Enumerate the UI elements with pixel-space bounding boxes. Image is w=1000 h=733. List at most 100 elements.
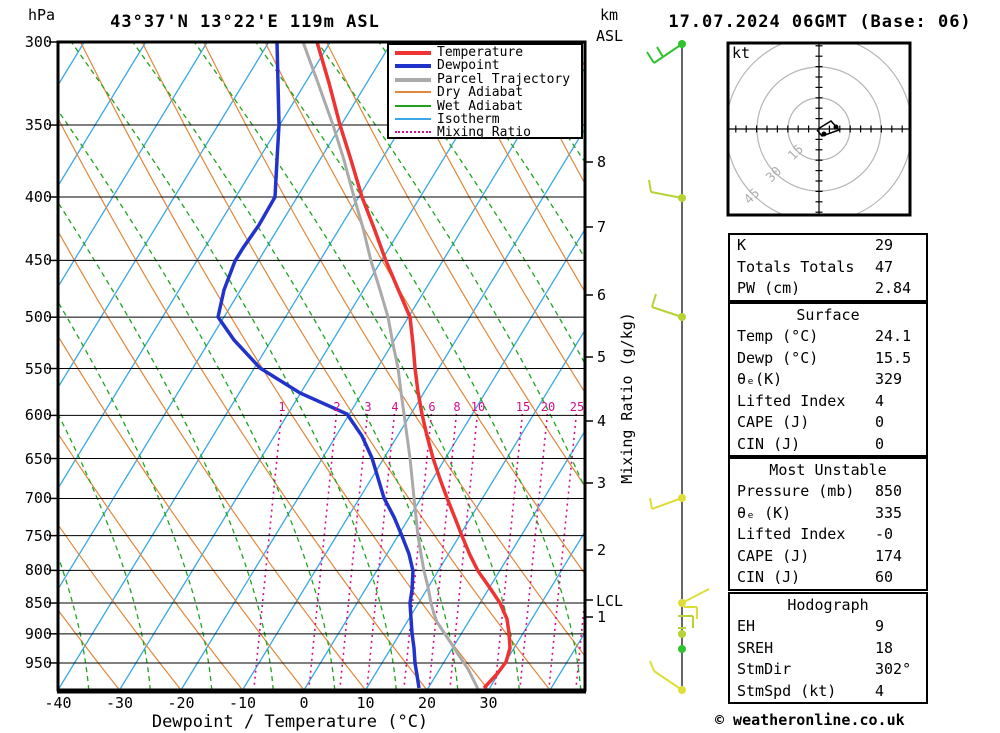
pressure-tick-label: 900 xyxy=(24,624,52,643)
indices-table: Surface Temp (°C) 24.1 Dewp (°C) 15.5 θₑ(K) 32… xyxy=(728,302,928,457)
table-row-label: StmDir xyxy=(737,660,792,678)
table-row-value: 60 xyxy=(875,568,894,586)
table-row-value: 4 xyxy=(875,391,885,410)
mixing-ratio-label: 1 xyxy=(278,400,286,414)
pressure-tick-label: 350 xyxy=(24,116,52,135)
mixing-ratio-label: 4 xyxy=(391,400,399,414)
table-row-label: CAPE (J) xyxy=(737,413,810,431)
table-row: Totals Totals 47 xyxy=(730,257,926,279)
table-row: Pressure (mb) 850 xyxy=(730,481,926,503)
mixing-ratio-label: 10 xyxy=(470,400,486,414)
table-section-header: Hodograph xyxy=(787,596,869,614)
mixing-ratio-label: 6 xyxy=(428,400,436,414)
datetime-title: 17.07.2024 06GMT (Base: 06) xyxy=(668,12,972,32)
mixing-ratio-axis-label: Mixing Ratio (g/kg) xyxy=(618,312,636,484)
legend-entry-label: Dewpoint xyxy=(437,58,500,74)
table-row-value: 15.5 xyxy=(875,348,912,367)
table-row: θₑ (K) 335 xyxy=(730,503,926,525)
mixing-ratio-label: 8 xyxy=(453,400,461,414)
table-row: StmSpd (kt) 4 xyxy=(730,681,926,703)
table-row-label: Pressure (mb) xyxy=(737,482,855,500)
km-tick-label: 8 xyxy=(597,153,607,171)
table-row: Lifted Index 4 xyxy=(730,391,926,413)
legend-box: Temperature Dewpoint Parcel Trajectory Dry … xyxy=(387,43,583,140)
mixing-ratio-label: 2 xyxy=(333,400,341,414)
pressure-tick-label: 450 xyxy=(24,251,52,270)
lcl-label: LCL xyxy=(596,592,624,610)
table-row-label: Dewp (°C) xyxy=(737,348,819,367)
temperature-tick-label: 20 xyxy=(417,694,437,712)
table-row-label: θₑ(K) xyxy=(737,370,783,388)
indices-table: Hodograph EH 9 SREH 18 StmDir 302° StmSpd (kt) 4 xyxy=(728,592,928,704)
temperature-tick-label: -20 xyxy=(167,694,195,712)
pressure-tick-label: 650 xyxy=(24,449,52,468)
pressure-tick-label: 700 xyxy=(24,489,52,508)
background-gridlines xyxy=(58,42,585,690)
table-row-label: CAPE (J) xyxy=(737,546,810,565)
table-row-value: 4 xyxy=(875,681,885,700)
table-row: CIN (J) 60 xyxy=(730,567,926,589)
hodograph-unit-label: kt xyxy=(732,44,751,62)
table-row: Lifted Index -0 xyxy=(730,524,926,546)
legend-line-sample xyxy=(395,77,431,82)
table-row: EH 9 xyxy=(730,616,926,638)
mixing-ratio-label: 20 xyxy=(540,400,556,414)
table-row: SREH 18 xyxy=(730,638,926,660)
table-row-label: Totals Totals xyxy=(737,257,855,276)
legend-row: Dewpoint xyxy=(389,58,581,74)
table-row-value: 850 xyxy=(875,482,903,500)
table-row-value: 29 xyxy=(875,236,894,254)
table-row-value: 47 xyxy=(875,257,894,276)
km-tick-label: 5 xyxy=(597,348,607,366)
table-row-value: 0 xyxy=(875,434,885,453)
station-title: 43°37'N 13°22'E 119m ASL xyxy=(110,12,380,32)
table-row-value: 2.84 xyxy=(875,279,912,297)
legend-line-sample xyxy=(395,51,431,55)
legend-line-sample xyxy=(395,131,431,134)
table-row-label: EH xyxy=(737,617,756,635)
table-row: Dewp (°C) 15.5 xyxy=(730,348,926,370)
km-tick-label: 7 xyxy=(597,218,607,236)
legend-line-sample xyxy=(395,117,431,120)
table-row-value: 18 xyxy=(875,638,894,657)
legend-row: Parcel Trajectory xyxy=(389,71,581,87)
table-row-value: 9 xyxy=(875,617,885,635)
table-section-header: Surface xyxy=(796,306,860,324)
km-axis-unit: km xyxy=(600,6,619,24)
pressure-tick-label: 850 xyxy=(24,594,52,613)
table-row-value: 0 xyxy=(875,413,885,431)
table-row-value: 174 xyxy=(875,546,903,565)
table-row: K 29 xyxy=(730,235,926,257)
km-tick-label: 6 xyxy=(597,286,607,304)
legend-entry-label: Parcel Trajectory xyxy=(437,71,571,87)
table-row: Temp (°C) 24.1 xyxy=(730,326,926,348)
table-row-value: 329 xyxy=(875,370,903,388)
table-row-label: θₑ (K) xyxy=(737,503,792,522)
table-row: CAPE (J) 174 xyxy=(730,546,926,568)
mixing-ratio-label: 3 xyxy=(364,400,372,414)
table-row-value: 335 xyxy=(875,503,903,522)
pressure-gridlines xyxy=(49,41,585,664)
legend-row: Dry Adiabat xyxy=(389,85,581,100)
pressure-tick-label: 600 xyxy=(24,406,52,425)
pressure-tick-label: 800 xyxy=(24,561,52,580)
temperature-tick-label: 0 xyxy=(299,694,309,712)
legend-row: Isotherm xyxy=(389,111,581,127)
km-tick-label: 4 xyxy=(597,412,607,430)
pressure-tick-label: 750 xyxy=(24,526,52,545)
table-row: CAPE (J) 0 xyxy=(730,412,926,434)
table-row-label: Lifted Index xyxy=(737,525,846,543)
pressure-tick-label: 950 xyxy=(24,653,52,672)
table-row: θₑ(K) 329 xyxy=(730,369,926,391)
table-row-label: Lifted Index xyxy=(737,391,846,410)
table-row-label: Temp (°C) xyxy=(737,327,819,345)
table-row-label: CIN (J) xyxy=(737,434,801,453)
table-row-label: PW (cm) xyxy=(737,279,801,297)
table-row-label: CIN (J) xyxy=(737,568,801,586)
table-row-label: SREH xyxy=(737,638,774,657)
legend-entry-label: Isotherm xyxy=(437,111,500,127)
legend-row: Mixing Ratio xyxy=(389,125,581,140)
